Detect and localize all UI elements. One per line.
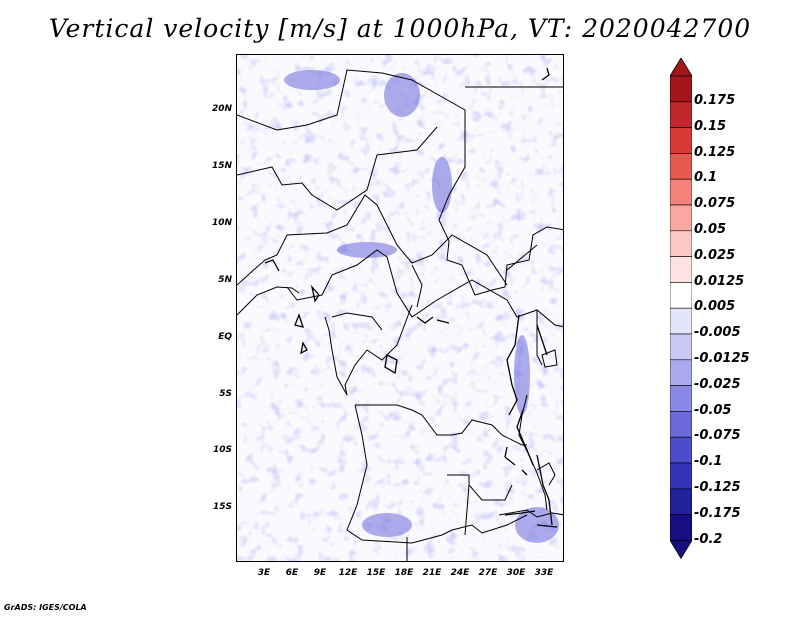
legend-label: 0.1 — [694, 170, 718, 186]
colorbar-bottom-cap — [670, 539, 692, 560]
legend-label: -0.0125 — [694, 350, 750, 366]
colorbar-swatch — [670, 488, 692, 515]
legend-label: -0.175 — [694, 505, 741, 521]
legend-label: 0.005 — [694, 299, 736, 315]
x-tick-label: 18E — [394, 568, 414, 578]
x-tick-label: 21E — [422, 568, 442, 578]
colorbar-swatch — [670, 127, 692, 154]
x-tick-label: 24E — [450, 568, 470, 578]
colorbar-swatch — [670, 514, 692, 541]
colorbar-swatch — [670, 411, 692, 438]
colorbar-swatch — [670, 282, 692, 309]
x-tick-label: 6E — [285, 568, 299, 578]
y-tick-label: EQ — [218, 332, 232, 342]
colorbar-swatch — [670, 333, 692, 361]
y-tick-label: 15N — [211, 161, 232, 171]
map-panel — [236, 54, 564, 562]
legend-label: 0.125 — [694, 144, 736, 160]
x-tick-label: 12E — [338, 568, 358, 578]
y-tick-label: 20N — [211, 104, 232, 114]
colorbar-swatch — [670, 178, 692, 206]
map-graphics — [237, 55, 563, 561]
legend-label: -0.125 — [694, 479, 741, 495]
x-tick-label: 30E — [506, 568, 526, 578]
legend-label: -0.1 — [694, 454, 723, 470]
y-tick-label: 5S — [219, 389, 232, 399]
legend-label: -0.075 — [694, 428, 741, 444]
colorbar-swatch — [670, 256, 692, 283]
country-borders — [237, 69, 563, 561]
colorbar-swatch — [670, 436, 692, 464]
colorbar-swatch — [670, 385, 692, 412]
legend-label: -0.05 — [694, 402, 732, 418]
colorbar-swatch — [670, 462, 692, 490]
x-tick-label: 3E — [257, 568, 271, 578]
colorbar-swatch — [670, 101, 692, 128]
legend-label: -0.005 — [694, 325, 741, 341]
x-tick-label: 33E — [534, 568, 554, 578]
lakes-and-rivers — [264, 67, 558, 528]
colorbar-swatch — [670, 75, 692, 103]
colorbar-swatch — [670, 230, 692, 257]
legend-label: 0.15 — [694, 118, 727, 134]
colorbar-top-cap — [670, 58, 692, 77]
chart-title: Vertical velocity [m/s] at 1000hPa, VT: … — [48, 14, 752, 43]
footer-credit: GrADS: IGES/COLA — [4, 603, 87, 612]
legend-label: 0.175 — [694, 92, 736, 108]
legend-label: 0.0125 — [694, 273, 745, 289]
legend-label: 0.075 — [694, 196, 736, 212]
colorbar-swatch — [670, 204, 692, 232]
colorbar-swatch — [670, 307, 692, 335]
x-tick-label: 9E — [313, 568, 327, 578]
legend-label: -0.025 — [694, 376, 741, 392]
x-tick-label: 27E — [478, 568, 498, 578]
legend-label: -0.2 — [694, 531, 723, 547]
colorbar-swatch — [670, 359, 692, 386]
x-tick-label: 15E — [366, 568, 386, 578]
y-tick-label: 10S — [212, 445, 232, 455]
colorbar-swatch — [670, 153, 692, 180]
y-tick-label: 5N — [218, 275, 232, 285]
legend-label: 0.025 — [694, 247, 736, 263]
y-tick-label: 15S — [212, 502, 232, 512]
color-bar — [670, 58, 692, 560]
y-tick-label: 10N — [211, 218, 232, 228]
legend-label: 0.05 — [694, 221, 727, 237]
